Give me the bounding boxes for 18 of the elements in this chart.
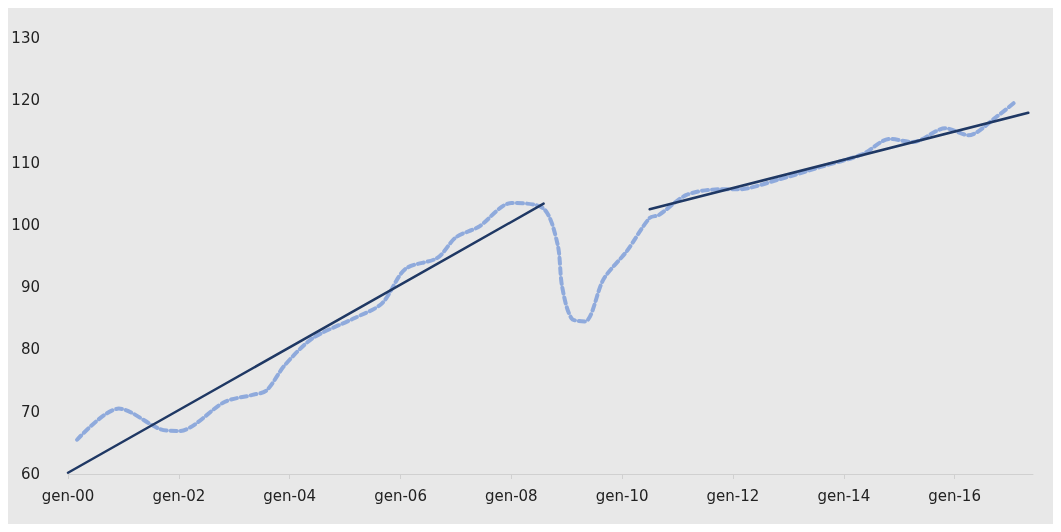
line-series bbox=[75, 100, 1017, 442]
x-tick-label: gen-12 bbox=[706, 486, 760, 505]
x-tick-label: gen-00 bbox=[41, 486, 95, 505]
x-tick-label: gen-16 bbox=[928, 486, 981, 505]
x-tick-label: gen-06 bbox=[374, 486, 427, 505]
y-tick-label: 60 bbox=[20, 465, 40, 483]
y-tick-label: 90 bbox=[20, 278, 40, 297]
y-tick-label: 100 bbox=[11, 215, 40, 234]
x-tick-label: gen-14 bbox=[817, 486, 871, 505]
y-tick-label: 80 bbox=[20, 340, 40, 359]
y-tick-label: 70 bbox=[20, 402, 40, 421]
x-tick-label: gen-10 bbox=[595, 486, 649, 505]
y-tick-label: 120 bbox=[11, 91, 40, 110]
y-tick-label: 110 bbox=[11, 153, 40, 172]
x-tick-label: gen-04 bbox=[263, 486, 317, 505]
x-tick-label: gen-08 bbox=[484, 486, 538, 505]
x-tick-label: gen-02 bbox=[152, 486, 206, 505]
y-tick-label: 130 bbox=[11, 29, 40, 47]
